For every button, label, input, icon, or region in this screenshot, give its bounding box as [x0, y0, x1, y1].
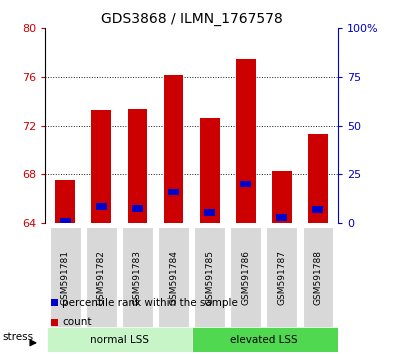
- Bar: [276, 214, 287, 221]
- Bar: [308, 134, 328, 223]
- Bar: [91, 110, 111, 223]
- Bar: [303, 227, 333, 329]
- Bar: [50, 227, 81, 329]
- Bar: [164, 75, 183, 223]
- Text: GSM591783: GSM591783: [133, 250, 142, 306]
- Bar: [267, 227, 297, 329]
- Text: GSM591781: GSM591781: [61, 250, 70, 306]
- Bar: [122, 227, 153, 329]
- Bar: [194, 227, 225, 329]
- Bar: [240, 181, 251, 187]
- Bar: [272, 171, 292, 223]
- Text: stress: stress: [2, 332, 34, 342]
- Text: GSM591788: GSM591788: [313, 250, 322, 306]
- Bar: [204, 209, 215, 216]
- Bar: [47, 327, 192, 352]
- Text: GSM591784: GSM591784: [169, 250, 178, 306]
- Bar: [236, 59, 256, 223]
- Bar: [132, 205, 143, 212]
- Bar: [86, 227, 117, 329]
- Bar: [168, 189, 179, 195]
- Bar: [158, 227, 189, 329]
- Bar: [192, 327, 338, 352]
- Bar: [312, 206, 324, 213]
- Text: elevated LSS: elevated LSS: [230, 335, 297, 345]
- Bar: [55, 181, 75, 223]
- Text: percentile rank within the sample: percentile rank within the sample: [62, 298, 238, 308]
- Text: normal LSS: normal LSS: [90, 335, 149, 345]
- Bar: [60, 218, 71, 225]
- Bar: [96, 203, 107, 210]
- Text: GSM591782: GSM591782: [97, 250, 106, 306]
- Title: GDS3868 / ILMN_1767578: GDS3868 / ILMN_1767578: [101, 12, 282, 26]
- Text: GSM591786: GSM591786: [241, 250, 250, 306]
- Bar: [230, 227, 261, 329]
- Text: GSM591787: GSM591787: [277, 250, 286, 306]
- Bar: [200, 118, 220, 223]
- Bar: [128, 109, 147, 223]
- Text: GSM591785: GSM591785: [205, 250, 214, 306]
- Text: count: count: [62, 317, 92, 327]
